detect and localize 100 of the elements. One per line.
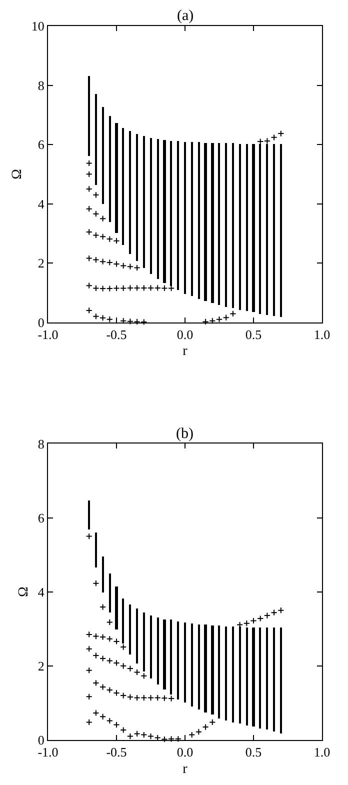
point xyxy=(250,617,257,624)
point xyxy=(134,264,140,272)
point xyxy=(120,318,127,324)
point xyxy=(92,284,100,292)
point xyxy=(154,694,161,702)
point xyxy=(86,307,92,314)
bar xyxy=(129,604,131,655)
bar xyxy=(136,134,138,261)
bar xyxy=(163,620,166,690)
point xyxy=(216,316,223,323)
bar xyxy=(177,141,179,290)
point xyxy=(92,652,100,659)
point xyxy=(264,612,270,619)
y-tick-label: 6 xyxy=(38,510,45,526)
point xyxy=(270,134,278,141)
bar xyxy=(150,138,152,274)
bar xyxy=(163,140,166,283)
point xyxy=(100,684,106,690)
y-tick-label: 4 xyxy=(38,196,45,212)
point xyxy=(113,284,120,292)
bar xyxy=(204,143,207,301)
bar xyxy=(273,144,275,316)
point xyxy=(100,215,106,222)
bar xyxy=(122,128,124,245)
point xyxy=(161,694,168,702)
bar xyxy=(191,624,193,707)
bar xyxy=(259,628,261,729)
bar xyxy=(184,622,186,703)
point xyxy=(100,604,106,610)
point xyxy=(92,313,100,320)
bar xyxy=(143,136,145,268)
point xyxy=(86,170,92,178)
point xyxy=(113,722,120,728)
bar xyxy=(266,628,268,730)
point xyxy=(92,232,100,238)
point xyxy=(202,724,209,730)
bar xyxy=(198,142,200,299)
x-tick-label: 0.5 xyxy=(245,744,262,760)
bar xyxy=(273,628,275,732)
point xyxy=(264,138,270,144)
point xyxy=(100,285,106,292)
point xyxy=(106,618,113,626)
point xyxy=(86,631,92,638)
point xyxy=(100,233,106,240)
point xyxy=(86,693,92,700)
point xyxy=(168,736,175,742)
point xyxy=(92,192,100,198)
point xyxy=(86,160,92,166)
point xyxy=(126,263,134,270)
bar xyxy=(218,143,220,305)
y-tick-label: 8 xyxy=(38,436,44,452)
x-tick-label: 0.0 xyxy=(176,326,194,342)
bar xyxy=(102,556,104,593)
point xyxy=(147,694,154,702)
bar xyxy=(88,500,90,530)
y-tick-label: 10 xyxy=(31,18,44,34)
bar xyxy=(232,143,234,308)
point xyxy=(278,607,284,614)
point xyxy=(140,732,148,738)
point xyxy=(86,646,92,652)
y-axis-title: Ω xyxy=(16,586,32,598)
bar xyxy=(225,626,227,721)
bar xyxy=(252,628,255,727)
point xyxy=(147,733,154,740)
point xyxy=(270,609,278,616)
bar xyxy=(232,626,234,723)
point xyxy=(100,314,106,322)
bar xyxy=(191,142,193,296)
point xyxy=(106,657,113,664)
point xyxy=(188,732,196,738)
point xyxy=(154,284,161,292)
point xyxy=(257,138,264,145)
point xyxy=(92,210,100,218)
bar xyxy=(184,142,186,294)
x-tick-label: 0.0 xyxy=(176,744,194,760)
bar xyxy=(150,616,152,679)
bar xyxy=(109,574,111,613)
point xyxy=(120,692,127,699)
bar xyxy=(88,76,90,156)
point xyxy=(140,318,148,326)
y-tick-label: 2 xyxy=(38,658,44,674)
bar xyxy=(198,624,200,710)
y-tick-label: 4 xyxy=(38,584,45,600)
x-axis-title: r xyxy=(182,344,188,360)
point xyxy=(106,259,113,266)
bar xyxy=(136,608,138,664)
point xyxy=(209,318,216,324)
point xyxy=(140,284,148,292)
point xyxy=(120,726,127,734)
bar xyxy=(129,131,131,254)
point xyxy=(243,620,250,627)
point xyxy=(100,713,106,720)
point xyxy=(126,318,134,325)
point xyxy=(134,730,140,737)
point xyxy=(278,130,284,137)
point xyxy=(106,236,113,242)
point xyxy=(257,615,264,622)
bar xyxy=(218,626,220,719)
point xyxy=(86,718,92,726)
bar xyxy=(102,107,104,204)
